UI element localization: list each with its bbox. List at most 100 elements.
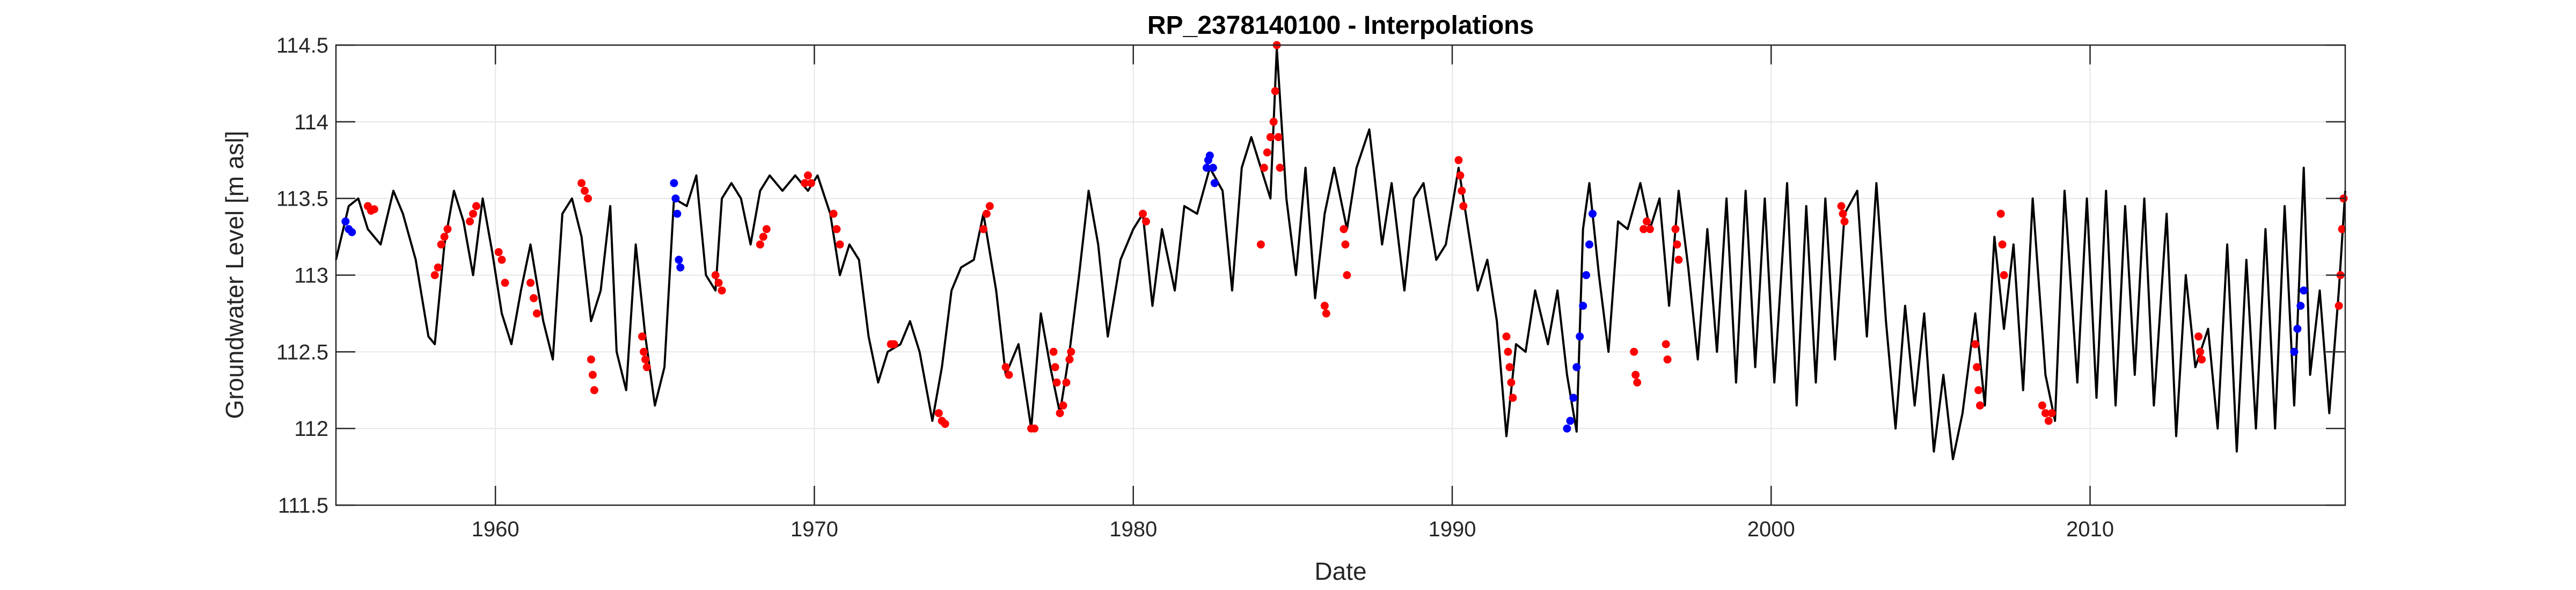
interpolated-point-red (1502, 332, 1511, 341)
interpolated-point-blue (670, 179, 678, 187)
interpolated-point-red (1271, 87, 1279, 96)
interpolated-point-red (590, 386, 598, 395)
interpolated-point-red (526, 279, 535, 287)
interpolated-point-blue (2296, 302, 2305, 310)
interpolated-point-blue (341, 217, 350, 225)
interpolated-point-red (1052, 378, 1061, 387)
interpolated-point-red (1065, 355, 1074, 364)
interpolated-point-red (430, 271, 439, 279)
interpolated-point-red (1059, 401, 1067, 410)
interpolated-point-red (1662, 340, 1670, 348)
interpolated-point-red (530, 294, 538, 302)
interpolated-point-red (1630, 347, 1638, 356)
interpolated-point-red (1631, 370, 1640, 379)
interpolated-point-red (440, 232, 449, 241)
interpolated-point-red (1256, 240, 1265, 249)
interpolated-point-red (2038, 401, 2046, 410)
y-tick-label: 114 (294, 111, 328, 134)
interpolated-point-blue (1205, 151, 1214, 160)
interpolated-point-blue (675, 256, 683, 264)
x-tick-label: 1980 (1109, 518, 1157, 541)
interpolated-point-red (1507, 378, 1516, 387)
interpolated-point-red (1504, 347, 1512, 356)
interpolated-point-red (577, 179, 586, 187)
interpolated-point-red (1996, 209, 2005, 218)
interpolated-point-red (1976, 401, 1984, 410)
interpolated-point-blue (671, 194, 680, 203)
interpolated-point-red (836, 240, 844, 249)
y-tick-label: 114.5 (276, 34, 328, 57)
interpolated-point-blue (673, 209, 682, 218)
interpolated-point-red (1274, 133, 1283, 141)
interpolated-point-red (469, 209, 477, 218)
interpolated-point-red (1322, 309, 1330, 318)
interpolated-point-red (1456, 171, 1465, 180)
interpolated-point-blue (1563, 424, 1571, 433)
observed-series-line (335, 47, 2346, 461)
y-tick-label: 112.5 (276, 340, 328, 364)
interpolated-point-red (1505, 363, 1514, 372)
interpolated-point-red (2044, 417, 2053, 425)
interpolated-point-red (1454, 156, 1463, 164)
interpolated-point-red (1142, 217, 1150, 225)
interpolated-point-red (979, 225, 987, 234)
interpolated-point-red (584, 194, 592, 203)
interpolated-point-red (1509, 394, 1517, 402)
interpolated-point-red (829, 209, 838, 218)
interpolated-point-red (941, 420, 949, 428)
interpolated-point-red (2000, 271, 2008, 279)
y-tick-label: 113.5 (276, 187, 328, 211)
interpolated-point-red (1674, 256, 1683, 264)
x-tick-label: 2000 (1747, 518, 1795, 541)
interpolated-point-red (642, 363, 651, 372)
interpolated-point-red (714, 279, 723, 287)
interpolated-point-blue (1579, 302, 1587, 310)
interpolated-point-red (759, 232, 767, 241)
interpolated-point-red (1663, 355, 1672, 364)
interpolated-point-red (443, 225, 452, 234)
interpolated-point-red (934, 409, 943, 418)
interpolated-point-red (1340, 225, 1348, 234)
interpolated-point-blue (1569, 394, 1578, 402)
interpolated-point-blue (1589, 209, 1597, 218)
interpolated-point-red (1343, 271, 1351, 279)
interpolated-point-red (1643, 217, 1651, 225)
interpolated-point-red (1051, 363, 1059, 372)
interpolated-point-red (472, 202, 480, 210)
interpolated-point-red (2047, 409, 2056, 418)
interpolated-point-red (1673, 240, 1681, 249)
interpolated-point-red (1005, 370, 1013, 379)
interpolated-point-blue (348, 228, 356, 236)
interpolated-point-red (501, 279, 509, 287)
interpolated-point-red (832, 225, 841, 234)
y-axis-label: Groundwater Level [m asl] (221, 131, 248, 419)
interpolated-point-red (1671, 225, 1680, 234)
interpolated-point-red (1837, 202, 1846, 210)
axis-ticks: 1960 1970 1980 1990 2000 2010 111.5 112 112.5 113… (276, 34, 2345, 541)
x-tick-label: 1960 (472, 518, 519, 541)
interpolated-point-red (497, 256, 506, 264)
interpolated-point-red (1971, 340, 1980, 348)
interpolated-point-red (1030, 424, 1038, 433)
interpolated-point-red (1266, 133, 1275, 141)
interpolated-point-red (985, 202, 994, 210)
interpolated-point-blue (1209, 164, 1217, 172)
interpolated-point-red (1269, 118, 1278, 126)
y-tick-label: 111.5 (278, 494, 328, 518)
interpolated-point-red (1458, 186, 1466, 195)
interpolated-point-blue (1585, 240, 1593, 249)
interpolated-point-blue (1582, 271, 1591, 279)
interpolated-point-red (641, 355, 649, 364)
interpolated-point-red (1840, 217, 1849, 225)
interpolated-point-red (434, 263, 442, 272)
interpolated-point-red (718, 286, 726, 295)
x-tick-label: 2010 (2066, 518, 2114, 541)
interpolated-point-red (581, 186, 589, 195)
interpolated-point-red (437, 240, 445, 249)
interpolated-point-blue (1572, 363, 1581, 372)
interpolated-point-red (807, 179, 815, 187)
interpolated-point-blue (1210, 179, 1219, 187)
interpolated-point-blue (1576, 332, 1584, 341)
